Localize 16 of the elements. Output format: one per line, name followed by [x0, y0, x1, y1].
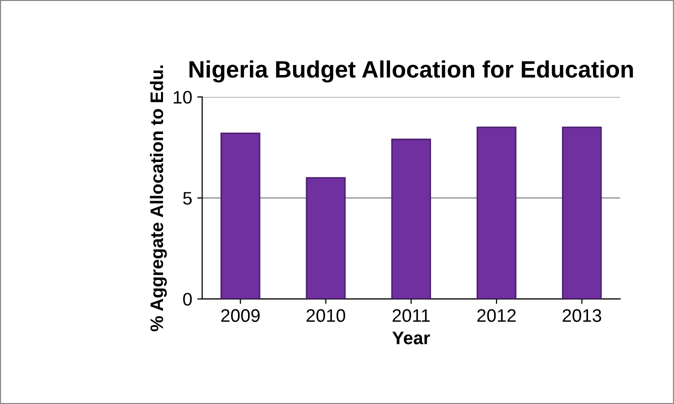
- chart-title: Nigeria Budget Allocation for Education: [190, 60, 633, 83]
- x-axis-title: Year: [392, 332, 430, 344]
- y-tick-label: 5: [183, 192, 192, 205]
- x-tick-label: 2012: [477, 309, 516, 322]
- bar: [476, 126, 516, 299]
- bar: [391, 138, 432, 299]
- bar: [562, 126, 602, 299]
- x-tick-label: 2009: [221, 309, 260, 322]
- x-tick-label: 2010: [306, 309, 346, 322]
- y-tick-label: 0: [183, 292, 192, 306]
- x-tick-label: 2011: [392, 309, 430, 322]
- bar: [306, 177, 346, 299]
- bar: [220, 132, 260, 299]
- y-axis-title: % Aggregate Allocation to Edu.: [150, 65, 167, 332]
- y-tick-label: 10: [174, 90, 192, 104]
- x-tick-label: 2013: [562, 309, 602, 322]
